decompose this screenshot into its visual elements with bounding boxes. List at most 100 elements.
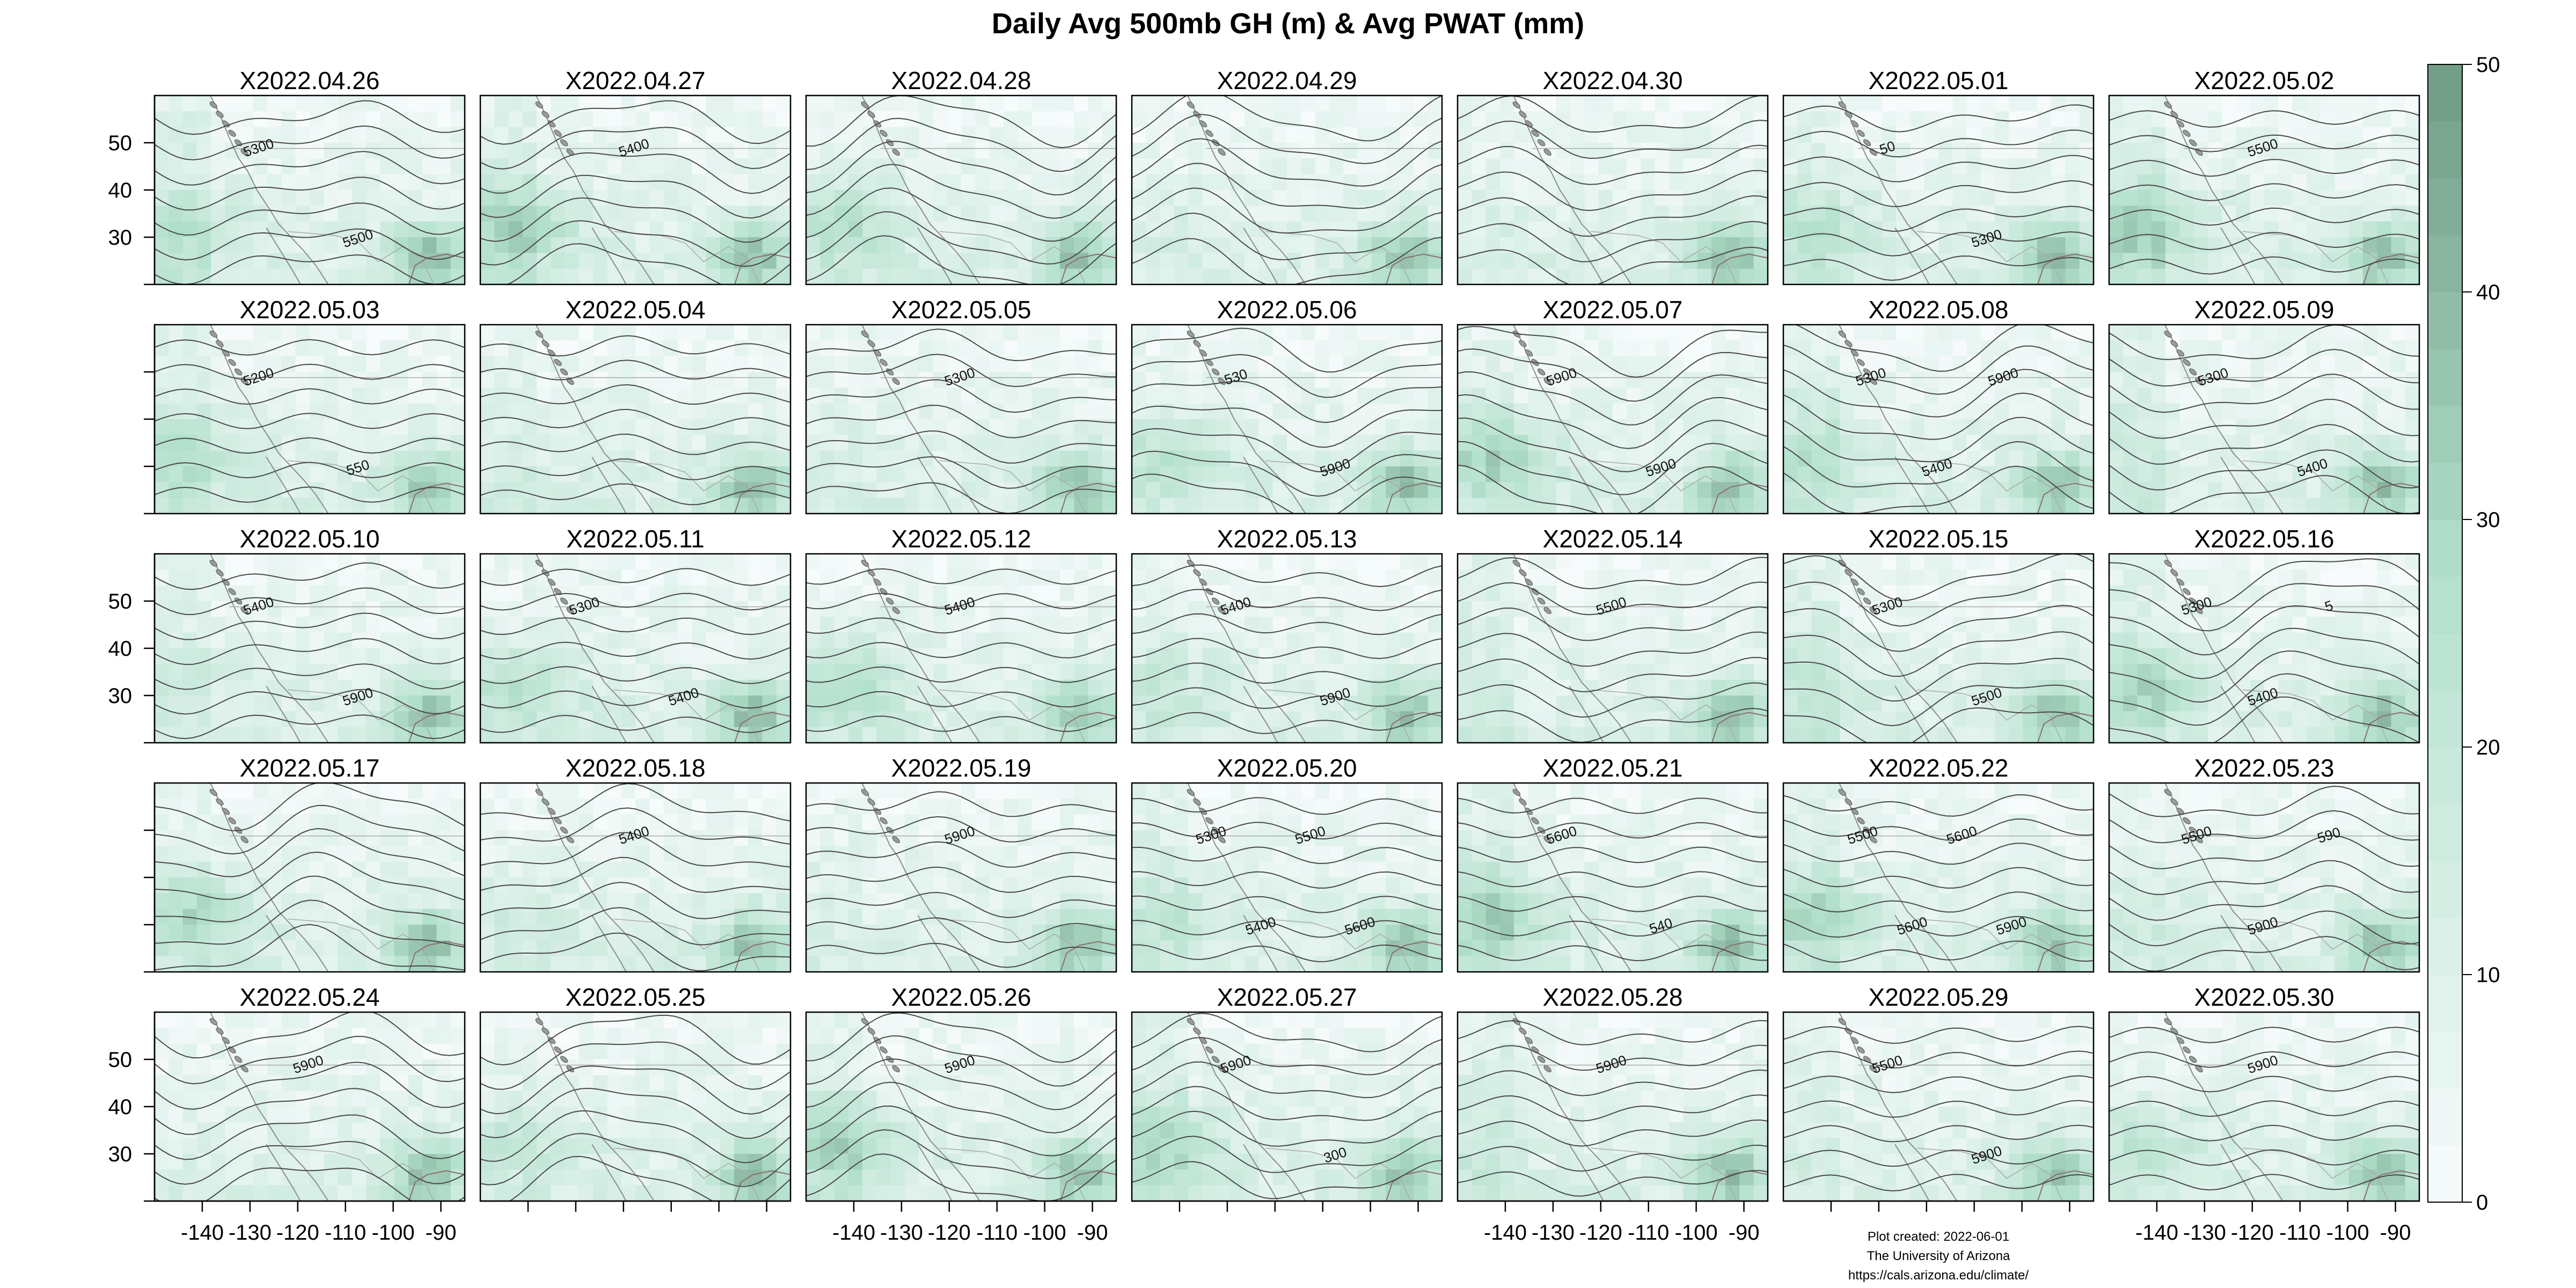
pwat-cell xyxy=(2377,174,2392,191)
pwat-cell xyxy=(919,268,934,284)
pwat-cell xyxy=(1301,206,1316,222)
pwat-cell xyxy=(281,419,296,436)
pwat-cell xyxy=(551,253,566,269)
pwat-cell xyxy=(2321,340,2336,357)
pwat-cell xyxy=(450,569,465,586)
pwat-cell xyxy=(1018,497,1033,514)
pwat-cell xyxy=(806,237,821,254)
pwat-cell xyxy=(748,585,763,602)
pwat-cell xyxy=(380,727,395,743)
pwat-cell xyxy=(1882,372,1897,389)
pwat-cell xyxy=(1102,237,1116,254)
pwat-cell xyxy=(1385,253,1400,269)
pwat-cell xyxy=(1414,356,1429,372)
pwat-cell xyxy=(1031,679,1046,696)
pwat-cell xyxy=(2137,356,2152,372)
pwat-cell xyxy=(2321,253,2336,269)
pwat-cell xyxy=(706,450,721,467)
pwat-cell xyxy=(1188,158,1203,175)
pwat-cell xyxy=(834,127,849,143)
pwat-cell xyxy=(2037,340,2052,357)
pwat-cell xyxy=(649,419,664,436)
pwat-cell xyxy=(720,111,735,128)
pwat-cell xyxy=(2292,127,2307,143)
pwat-cell xyxy=(2193,268,2208,284)
pwat-cell xyxy=(182,569,197,586)
pwat-cell xyxy=(2405,221,2419,238)
pwat-cell xyxy=(1174,466,1189,483)
pwat-cell xyxy=(1725,325,1740,341)
pwat-cell xyxy=(947,387,962,404)
pwat-cell xyxy=(720,253,735,269)
pwat-cell xyxy=(1018,727,1033,743)
pwat-cell xyxy=(338,727,353,743)
pwat-cell xyxy=(2362,268,2377,284)
pwat-cell xyxy=(1230,497,1245,514)
pwat-cell xyxy=(1018,340,1033,357)
pwat-cell xyxy=(1059,340,1074,357)
pwat-cell xyxy=(1739,237,1754,254)
pwat-cell xyxy=(480,664,495,680)
pwat-cell xyxy=(1216,632,1231,649)
pwat-cell xyxy=(1357,632,1372,649)
pwat-cell xyxy=(1854,450,1869,467)
pwat-cell xyxy=(310,221,325,238)
pwat-cell xyxy=(1357,158,1372,175)
baja-coastline xyxy=(266,227,301,284)
pwat-cell xyxy=(1683,325,1698,341)
pwat-cell xyxy=(1697,206,1712,222)
pwat-cell xyxy=(1003,268,1018,284)
pwat-cell xyxy=(394,111,409,128)
pwat-cell xyxy=(1825,482,1840,499)
pwat-cell xyxy=(394,554,409,570)
pwat-cell xyxy=(366,711,381,728)
pwat-cell xyxy=(1343,143,1358,159)
pwat-cell xyxy=(366,569,381,586)
pwat-cell xyxy=(1074,585,1089,602)
pwat-cell xyxy=(776,632,791,649)
pwat-cell xyxy=(1230,356,1245,372)
pwat-cell xyxy=(607,601,622,618)
pwat-cell xyxy=(2151,143,2166,159)
pwat-cell xyxy=(494,372,509,389)
island xyxy=(2189,139,2197,147)
pwat-cell xyxy=(2222,96,2237,112)
pwat-cell xyxy=(663,143,678,159)
pwat-cell xyxy=(408,403,423,420)
pwat-cell xyxy=(2207,325,2222,341)
gh-contour xyxy=(155,486,465,503)
pwat-cell xyxy=(1966,96,1981,112)
pwat-cell xyxy=(182,96,197,112)
pwat-cell xyxy=(1952,325,1967,341)
pwat-cell xyxy=(394,727,409,743)
pwat-cell xyxy=(239,711,254,728)
pwat-cell xyxy=(919,96,934,112)
pwat-cell xyxy=(1980,387,1995,404)
pwat-cell xyxy=(338,569,353,586)
pwat-cell xyxy=(734,206,749,222)
pwat-cell xyxy=(480,174,495,191)
baja-coastline xyxy=(2220,456,2256,514)
pwat-cell xyxy=(1797,466,1812,483)
border-line xyxy=(288,231,434,284)
pwat-cell xyxy=(565,696,580,712)
pwat-cell xyxy=(1598,158,1613,175)
pwat-cell xyxy=(649,111,664,128)
pwat-cell xyxy=(1797,356,1812,372)
pwat-cell xyxy=(2065,206,2080,222)
pwat-cell xyxy=(820,372,835,389)
pwat-cell xyxy=(2377,403,2392,420)
pwat-cell xyxy=(1258,127,1274,143)
pwat-cell xyxy=(975,325,990,341)
pwat-cell xyxy=(748,696,763,712)
pwat-cell xyxy=(1174,356,1189,372)
pwat-cell xyxy=(2009,174,2024,191)
gh-contour xyxy=(806,666,1116,683)
pwat-cell xyxy=(748,221,763,238)
pwat-cell xyxy=(1343,466,1358,483)
pwat-cell xyxy=(607,554,622,570)
pwat-cell xyxy=(579,617,594,633)
border-line xyxy=(939,231,1086,284)
pwat-cell xyxy=(2009,482,2024,499)
